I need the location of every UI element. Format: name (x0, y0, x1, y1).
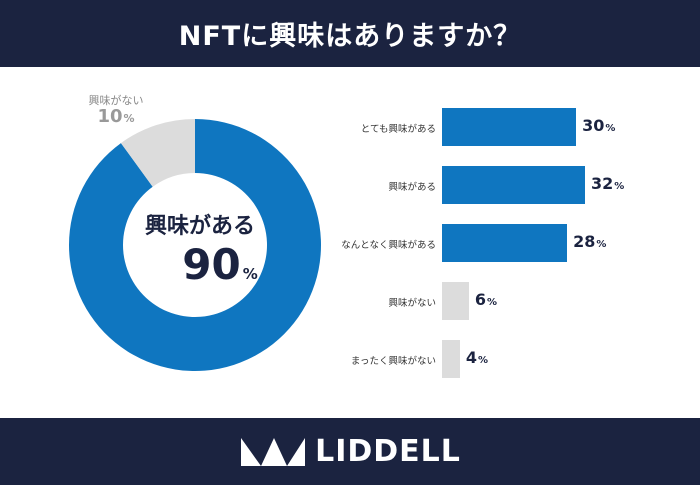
donut-slice-not-interested (120, 119, 195, 187)
donut-center-value: 90% (160, 240, 280, 289)
donut-slice-interested (68, 119, 321, 371)
donut-slice-value-not-interested-number: 10 (97, 106, 123, 127)
bar-value-number: 30 (582, 116, 605, 135)
liddell-logo-icon (241, 437, 306, 466)
donut-svg (68, 119, 321, 371)
bar-value-number: 28 (573, 232, 596, 251)
bar-value-interested: 32% (591, 174, 624, 193)
bar-label-not-interested: 興味がない (388, 298, 436, 309)
bar-value-unit: % (605, 123, 616, 134)
bar-value-number: 32 (591, 174, 614, 193)
page-title: NFTに興味はありますか？ (178, 21, 522, 52)
bar-label-somewhat-interested: なんとなく興味がある (341, 240, 436, 251)
donut-center-value-unit: % (242, 265, 258, 283)
donut-slice-label-not-interested: 興味がない (88, 94, 144, 107)
donut-slice-value-not-interested-unit: % (123, 112, 135, 125)
bar-value-unit: % (614, 181, 625, 192)
bar-label-very-interested: とても興味がある (360, 124, 436, 135)
bar-somewhat-interested (442, 224, 568, 262)
bar-not-interested (442, 282, 469, 320)
bar-value-not-at-all-interested: 4% (466, 348, 488, 367)
header-bar: NFTに興味はありますか？ (0, 0, 700, 67)
bar-value-somewhat-interested: 28% (573, 232, 606, 251)
bar-label-not-at-all-interested: まったく興味がない (350, 356, 436, 367)
bar-value-number: 6 (474, 290, 486, 309)
donut-center-value-number: 90 (182, 240, 241, 289)
bar-chart: とても興味がある 30% 興味がある 32% なんとなく興味がある 28% 興味がない 6% ま… (340, 100, 680, 400)
donut-center-label: 興味がある (144, 214, 255, 239)
bar-label-interested: 興味がある (388, 182, 436, 193)
bar-value-not-interested: 6% (475, 290, 497, 309)
bar-very-interested (442, 108, 577, 146)
logo-shape-1 (241, 437, 262, 466)
bar-value-unit: % (486, 297, 497, 308)
brand-logo: LIDDELL (239, 434, 461, 469)
bar-not-at-all-interested (442, 340, 460, 378)
bar-value-unit: % (596, 239, 607, 250)
logo-shape-3 (287, 437, 306, 466)
bar-value-number: 4 (465, 348, 478, 367)
bar-value-unit: % (478, 355, 489, 366)
donut-chart (60, 110, 330, 380)
bar-value-very-interested: 30% (582, 116, 615, 135)
brand-name: LIDDELL (315, 434, 461, 469)
donut-slice-value-not-interested: 10% (86, 106, 146, 127)
footer-bar: LIDDELL (0, 418, 700, 485)
bar-interested (442, 166, 585, 204)
logo-shape-2 (261, 437, 288, 466)
